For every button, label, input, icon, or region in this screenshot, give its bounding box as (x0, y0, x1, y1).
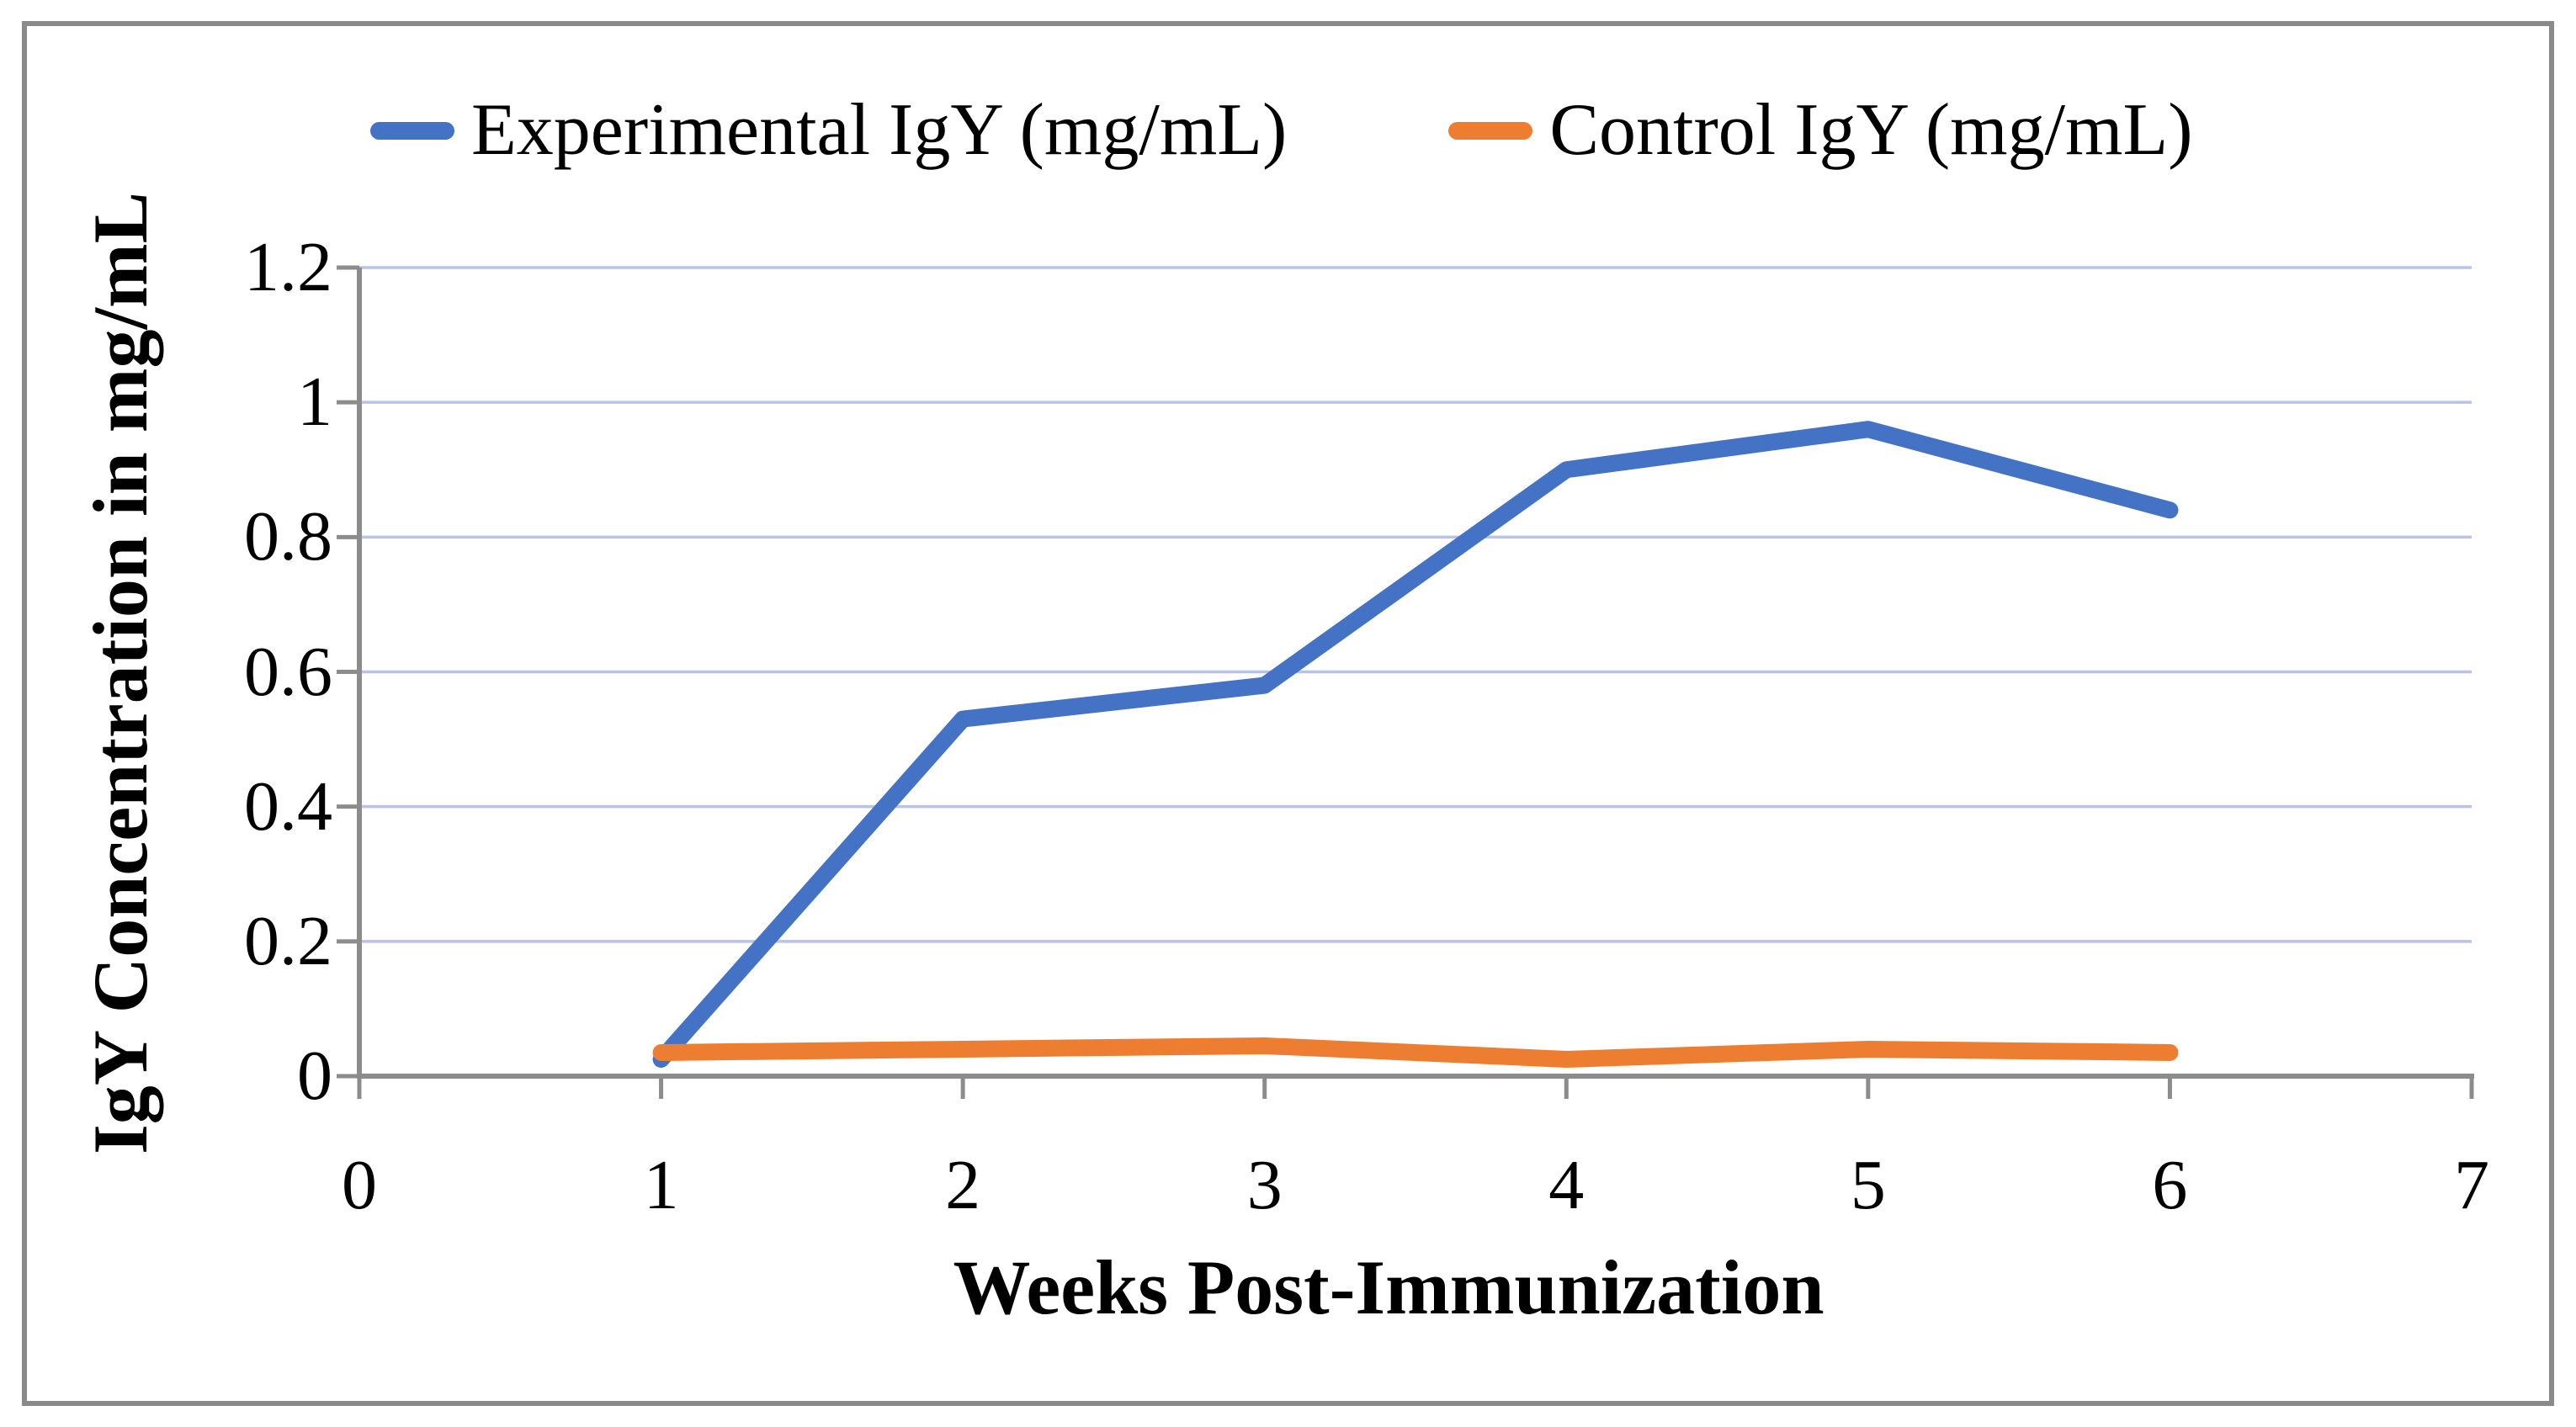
x-tick-label: 7 (2454, 1146, 2489, 1224)
x-tick-label: 0 (342, 1146, 377, 1224)
x-tick-label: 2 (945, 1146, 981, 1224)
legend-item-control: Control IgY (mg/mL) (1448, 82, 2193, 178)
legend-item-experimental: Experimental IgY (mg/mL) (370, 82, 1287, 178)
legend-label-control: Control IgY (mg/mL) (1549, 89, 2193, 171)
y-tick-label: 0.8 (244, 497, 332, 576)
x-tick-label: 6 (2152, 1146, 2188, 1224)
x-tick-label: 4 (1548, 1146, 1585, 1224)
legend: Experimental IgY (mg/mL) Control IgY (mg… (370, 82, 2193, 178)
x-tick-label: 3 (1246, 1146, 1283, 1224)
y-tick-label: 0 (297, 1037, 332, 1115)
x-axis-title: Weeks Post-Immunization (953, 1244, 1824, 1330)
x-tick-label: 5 (1850, 1146, 1886, 1224)
control-line-swatch-icon (1448, 121, 1533, 140)
y-tick-label: 0.4 (244, 767, 332, 846)
experimental-series-line (652, 421, 2179, 1068)
x-tick-label: 1 (643, 1146, 679, 1224)
experimental-line-swatch-icon (370, 121, 454, 140)
control-series-line (652, 1037, 2179, 1068)
y-tick-label: 1 (297, 363, 332, 442)
legend-label-experimental: Experimental IgY (mg/mL) (471, 89, 1288, 171)
y-tick-label: 0.2 (244, 901, 332, 980)
figure-border (22, 21, 2554, 1406)
y-tick-label: 0.6 (244, 632, 332, 711)
y-tick-label: 1.2 (244, 228, 332, 306)
